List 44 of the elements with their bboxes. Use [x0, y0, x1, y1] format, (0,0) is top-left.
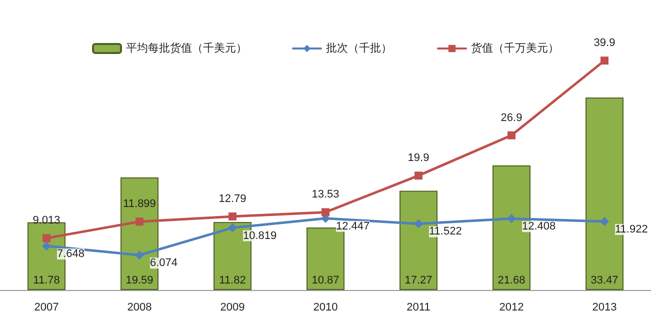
- x-tick-label: 2009: [220, 302, 245, 314]
- data-label: 13.53: [312, 188, 340, 201]
- point: [507, 214, 516, 224]
- point: [600, 216, 609, 226]
- data-label: 11.82: [219, 274, 246, 286]
- legend-label: 货值（千万美元）: [471, 42, 559, 54]
- data-label: 21.68: [498, 274, 526, 286]
- data-label: 39.9: [594, 37, 616, 50]
- legend-label: 平均每批货值（千美元）: [126, 42, 247, 54]
- data-label: 17.27: [404, 274, 432, 286]
- point: [42, 242, 51, 251]
- data-label: 11.922: [615, 223, 648, 236]
- point: [508, 131, 516, 140]
- x-tick-label: 2013: [592, 302, 617, 314]
- point: [228, 212, 236, 220]
- point: [42, 234, 50, 242]
- data-label: 12.447: [336, 220, 370, 232]
- point: [600, 56, 608, 65]
- data-label: 7.648: [57, 248, 85, 260]
- data-label: 12.408: [522, 220, 556, 233]
- data-label: 10.87: [312, 274, 340, 286]
- point: [322, 208, 330, 216]
- x-tick-label: 2007: [34, 302, 59, 314]
- x-tick-label: 2010: [313, 302, 338, 314]
- data-label: 11.522: [429, 226, 462, 238]
- point: [135, 250, 144, 260]
- data-label: 26.9: [500, 112, 522, 124]
- legend-label: 批次（千批）: [326, 42, 392, 54]
- x-tick-label: 2012: [499, 302, 524, 314]
- x-tick-label: 2011: [406, 302, 430, 314]
- data-label: 11.899: [123, 198, 156, 210]
- point: [414, 219, 423, 228]
- bar: [306, 228, 344, 290]
- data-label: 12.79: [218, 192, 246, 205]
- data-label: 6.074: [150, 257, 178, 270]
- data-label: 19.9: [408, 152, 430, 164]
- point: [414, 172, 422, 180]
- data-label: 19.59: [126, 274, 154, 286]
- data-label: 11.78: [33, 274, 60, 286]
- point: [136, 218, 144, 226]
- data-label: 10.819: [243, 230, 277, 242]
- x-tick-label: 2008: [127, 302, 152, 314]
- point: [228, 223, 237, 232]
- data-label: 33.47: [590, 274, 618, 286]
